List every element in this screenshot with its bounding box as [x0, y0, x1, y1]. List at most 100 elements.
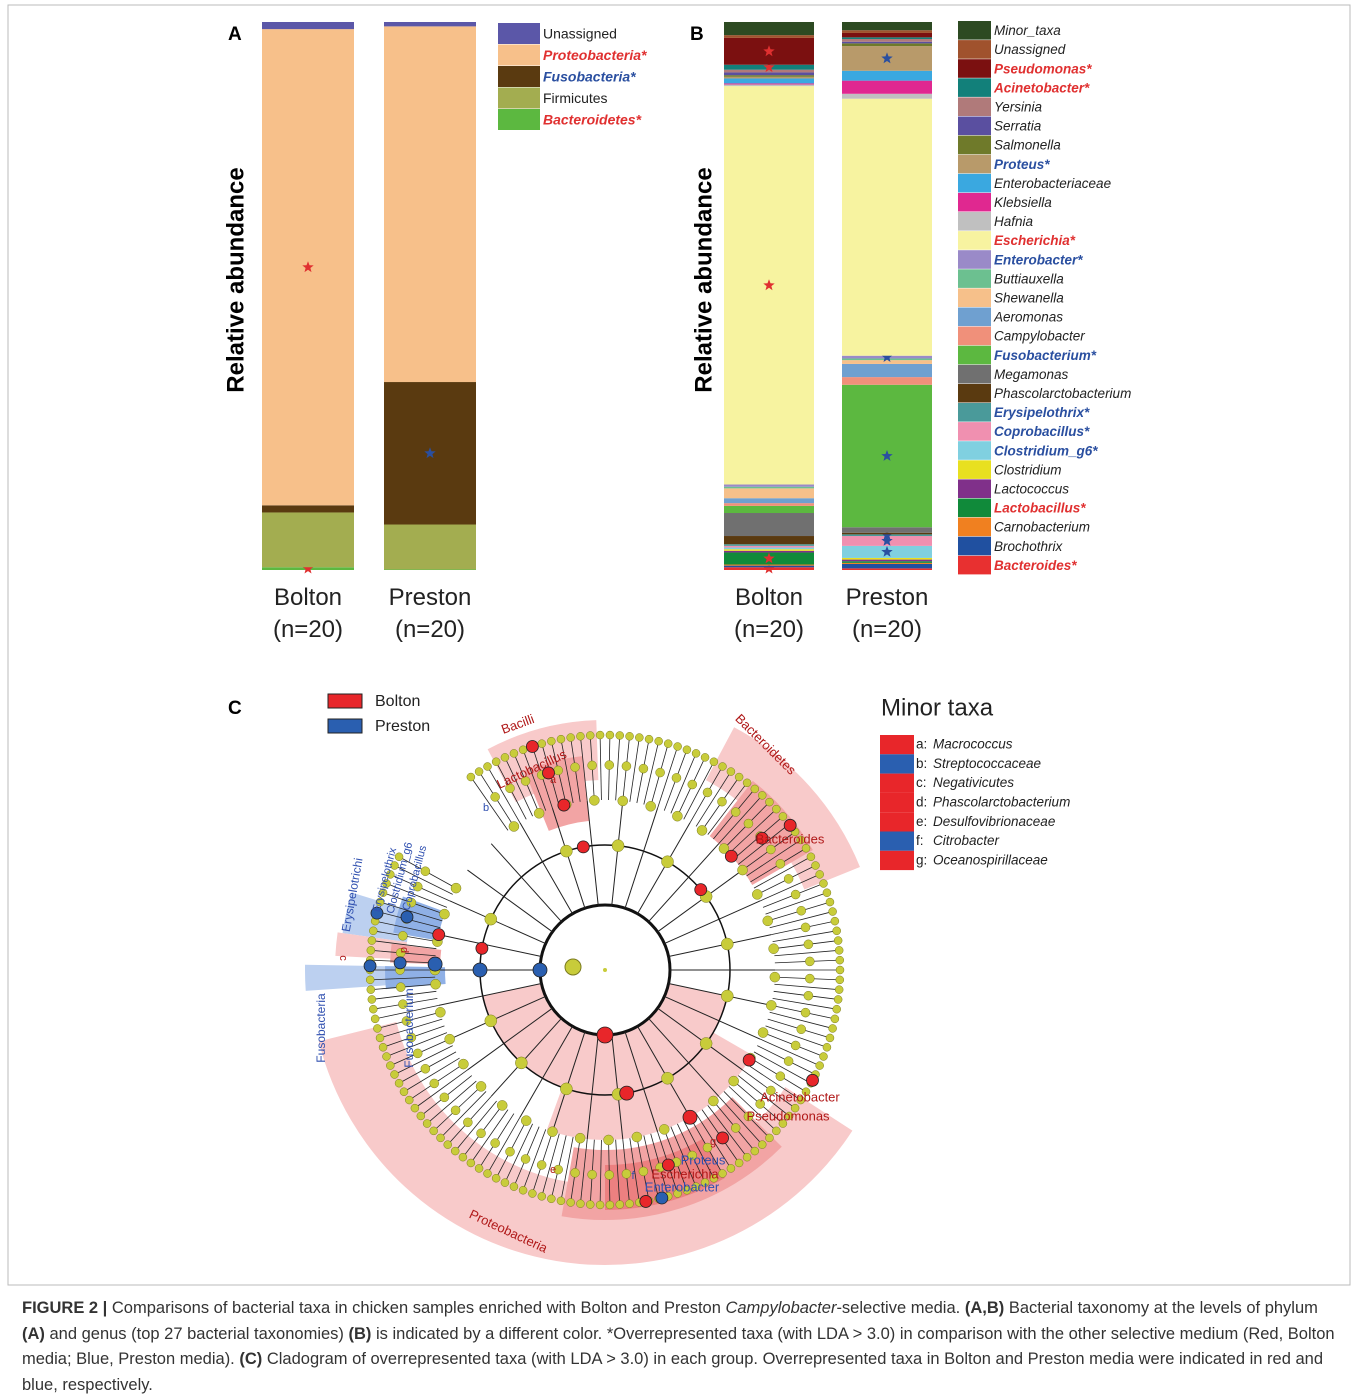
- significance-star: [881, 52, 893, 64]
- clade-label: Fusobacterium: [402, 988, 416, 1067]
- bar-segment: [842, 557, 932, 560]
- highlight-node: [619, 1085, 635, 1101]
- clade-label: d: [398, 947, 410, 953]
- node: [595, 730, 605, 740]
- highlight-node: [742, 1053, 756, 1067]
- node: [399, 1087, 409, 1096]
- bar-segment: [724, 78, 814, 84]
- clade-label: g: [710, 1136, 716, 1148]
- legend-swatch: [958, 269, 991, 288]
- legend-label: Clostridium_g6*: [994, 443, 1098, 458]
- legend-swatch: [958, 479, 991, 498]
- bar-segment: [842, 527, 932, 533]
- significance-star: [881, 545, 893, 557]
- legend-label: Enterobacter*: [994, 252, 1083, 267]
- legend-swatch: [498, 23, 540, 44]
- branch: [454, 1100, 497, 1152]
- legend-label: Serratia: [994, 119, 1042, 134]
- branch: [490, 843, 562, 923]
- caption-text: is indicated by a different color. *Over…: [22, 1324, 1335, 1369]
- branch: [707, 1105, 748, 1158]
- clade-shade: [335, 932, 407, 960]
- node: [398, 931, 408, 941]
- node: [435, 1007, 446, 1018]
- legend-swatch: [958, 498, 991, 518]
- branch: [504, 757, 533, 817]
- node: [458, 1058, 469, 1070]
- highlight-node: [525, 740, 539, 753]
- legend-swatch: [958, 288, 991, 307]
- node: [566, 733, 575, 742]
- branch: [624, 808, 659, 909]
- highlight-node: [370, 906, 384, 920]
- node: [830, 916, 840, 926]
- node: [766, 1000, 777, 1011]
- branch: [467, 1007, 553, 1071]
- branch: [586, 800, 599, 906]
- bar-segment: [724, 484, 814, 487]
- node: [458, 1152, 468, 1162]
- node: [742, 1152, 752, 1162]
- branch: [753, 1051, 812, 1084]
- node: [430, 978, 441, 990]
- node: [444, 1033, 455, 1045]
- minor-taxa-name: Negativicutes: [933, 775, 1014, 790]
- caption: FIGURE 2 | Comparisons of bacterial taxa…: [22, 1296, 1340, 1398]
- legend-label: Fusobacteria*: [543, 68, 636, 84]
- node: [835, 965, 845, 975]
- bar-segment: [842, 38, 932, 42]
- bar-segment: [724, 75, 814, 77]
- node: [833, 995, 843, 1004]
- node: [835, 975, 845, 985]
- node: [547, 736, 556, 746]
- caption-text: (A,B): [964, 1299, 1005, 1317]
- node: [463, 1117, 473, 1128]
- node: [728, 1075, 739, 1087]
- legend-swatch: [958, 345, 991, 365]
- legend-label: Unassigned: [543, 25, 617, 41]
- clade-shade: [705, 727, 860, 890]
- node: [801, 844, 811, 853]
- clade-label: a: [550, 774, 557, 786]
- node: [663, 739, 673, 748]
- legend-label: Preston: [375, 718, 430, 735]
- node: [772, 804, 781, 814]
- branch: [386, 883, 448, 908]
- significance-star: [881, 529, 893, 541]
- node: [378, 1043, 388, 1052]
- node: [476, 1128, 486, 1139]
- node: [832, 1004, 841, 1014]
- node: [406, 1032, 417, 1043]
- node: [673, 1189, 682, 1198]
- node: [726, 1164, 736, 1173]
- branch: [403, 1057, 460, 1093]
- node: [755, 1099, 765, 1109]
- node: [757, 791, 767, 800]
- legend-swatch: [958, 116, 991, 136]
- node: [730, 1123, 741, 1133]
- caption-text: Bacterial taxonomy at the levels of phyl…: [1004, 1299, 1318, 1317]
- legend-label: Phascolarctobacterium: [994, 386, 1131, 401]
- significance-star: [763, 562, 775, 574]
- node: [585, 1200, 595, 1209]
- node: [778, 812, 788, 821]
- node: [533, 808, 545, 819]
- significance-star: [763, 279, 775, 291]
- node: [815, 870, 824, 879]
- branch: [487, 1117, 521, 1174]
- node: [366, 985, 376, 994]
- node: [518, 745, 528, 754]
- node: [466, 772, 476, 782]
- node: [450, 1105, 461, 1116]
- node: [553, 1164, 563, 1175]
- legend-swatch: [958, 403, 991, 422]
- branch: [470, 776, 509, 831]
- highlight-node: [475, 941, 489, 955]
- node: [420, 866, 431, 876]
- branch: [371, 990, 437, 1000]
- significance-star: [424, 447, 436, 459]
- bar-segment: [384, 26, 476, 383]
- x-tick-label: Preston (n=20): [388, 584, 472, 643]
- node: [625, 1199, 634, 1208]
- node: [673, 742, 682, 751]
